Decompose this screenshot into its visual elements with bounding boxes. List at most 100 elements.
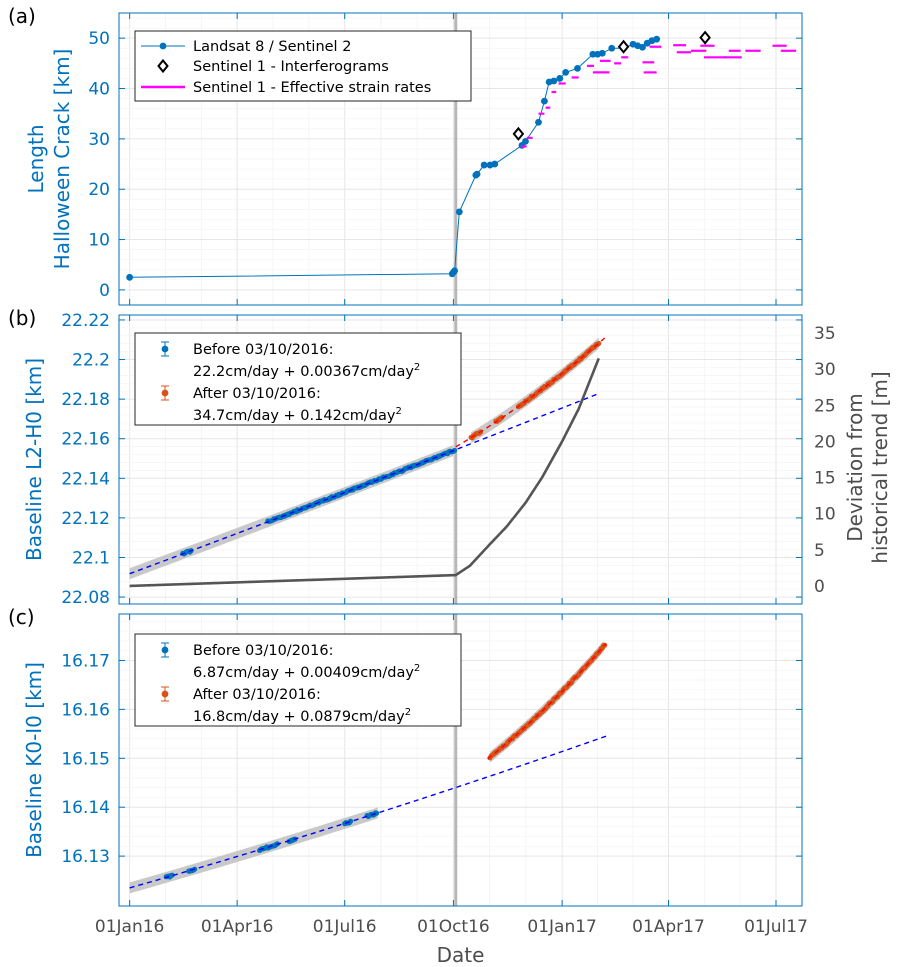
y2-tick-label: 20 bbox=[814, 432, 836, 452]
legend-swatch-point bbox=[161, 646, 169, 654]
data-point-landsat bbox=[480, 161, 488, 169]
y2-tick-label: 30 bbox=[814, 360, 836, 380]
x-tick-label: 01Jan16 bbox=[95, 917, 164, 937]
y-tick-label: 22.22 bbox=[61, 311, 110, 331]
legend-superscript: 2 bbox=[414, 663, 420, 674]
panel-label: (c) bbox=[8, 605, 35, 629]
y-tick-label: 22.08 bbox=[61, 588, 110, 608]
data-point-landsat bbox=[522, 137, 529, 145]
x-tick-label: 01Jan17 bbox=[527, 917, 596, 937]
legend-box bbox=[134, 633, 462, 727]
y-tick-label: 22.1 bbox=[72, 548, 110, 568]
y2-tick-label: 10 bbox=[814, 505, 836, 525]
legend-label-line1: After 03/10/2016: bbox=[193, 687, 321, 703]
legend-swatch-interferogram bbox=[157, 58, 169, 74]
y2-axis-label: Deviation fromhistorical trend [m] bbox=[843, 371, 892, 563]
x-tick-label: 01Apr17 bbox=[632, 917, 705, 937]
legend-box bbox=[134, 332, 462, 426]
y-tick-label: 20 bbox=[88, 180, 110, 200]
y-tick-label: 16.13 bbox=[61, 847, 110, 867]
y-tick-label: 0 bbox=[99, 281, 110, 301]
legend-swatch-point bbox=[161, 389, 169, 397]
y-axis-label-line: Length bbox=[24, 125, 48, 194]
legend-box bbox=[134, 30, 472, 102]
data-point-interferogram bbox=[617, 39, 630, 54]
legend-label-line1: Before 03/10/2016: bbox=[193, 342, 333, 358]
y-tick-label: 16.15 bbox=[61, 749, 110, 769]
data-point-landsat bbox=[608, 44, 616, 52]
data-point-before bbox=[451, 447, 458, 454]
x-tick-label: 01Oct16 bbox=[417, 917, 490, 937]
legend-label-line1: Before 03/10/2016: bbox=[193, 643, 333, 659]
fit-curve-before bbox=[129, 393, 598, 575]
data-point-landsat bbox=[639, 43, 646, 51]
legend-label-line2: 6.87cm/day + 0.00409cm/day2 bbox=[193, 663, 420, 681]
data-point-interferogram bbox=[512, 126, 525, 141]
y-tick-label: 16.14 bbox=[61, 798, 110, 818]
data-point-landsat bbox=[556, 75, 564, 82]
y-tick-label: 40 bbox=[88, 80, 110, 100]
y-tick-label: 22.12 bbox=[61, 509, 110, 529]
y-tick-label: 10 bbox=[88, 231, 110, 251]
x-tick-label: 01Jul16 bbox=[313, 917, 377, 937]
data-point-before bbox=[374, 810, 380, 816]
data-point-landsat bbox=[451, 267, 458, 275]
x-tick-label: 01Jul17 bbox=[744, 917, 808, 937]
fit-curve-after bbox=[455, 337, 606, 448]
legend-superscript: 2 bbox=[414, 362, 420, 373]
y-axis-label: Baseline K0-I0 [km] bbox=[22, 662, 46, 858]
y2-tick-label: 35 bbox=[814, 324, 836, 344]
y-tick-label: 22.16 bbox=[61, 430, 110, 450]
legend-label: Sentinel 1 - Interferograms bbox=[193, 59, 389, 75]
data-point-interferogram bbox=[699, 30, 711, 45]
fit-curve-after bbox=[487, 643, 607, 760]
data-point-before bbox=[348, 818, 354, 824]
y2-axis-label-line: historical trend [m] bbox=[868, 371, 892, 563]
axes-box bbox=[118, 613, 803, 907]
legend-swatch-point bbox=[161, 690, 169, 698]
y2-tick-label: 0 bbox=[814, 577, 825, 597]
data-point-landsat bbox=[574, 64, 581, 72]
y-tick-label: 22.2 bbox=[72, 351, 110, 371]
legend-swatch-point bbox=[161, 345, 169, 353]
legend-label: Landsat 8 / Sentinel 2 bbox=[193, 39, 351, 55]
panel-label: (a) bbox=[8, 4, 36, 28]
y-tick-label: 30 bbox=[88, 130, 110, 150]
legend-superscript: 2 bbox=[405, 707, 411, 718]
legend-label: Sentinel 1 - Effective strain rates bbox=[193, 80, 431, 96]
legend-label-line2: 16.8cm/day + 0.0879cm/day2 bbox=[193, 707, 411, 725]
y-axis-label-line: Halloween Crack [km] bbox=[50, 49, 74, 270]
y2-tick-label: 25 bbox=[814, 396, 836, 416]
x-axis-label: Date bbox=[437, 943, 485, 967]
y2-tick-label: 5 bbox=[814, 541, 825, 561]
y-axis-label: Length Halloween Crack [km] bbox=[24, 49, 74, 270]
data-point-before bbox=[169, 872, 175, 878]
data-point-landsat bbox=[562, 69, 570, 76]
data-point-landsat bbox=[589, 50, 597, 58]
axes-box bbox=[118, 314, 803, 605]
y2-axis-label-line: Deviation from bbox=[843, 393, 867, 542]
y-axis-label: Baseline L2-H0 [km] bbox=[22, 358, 46, 561]
data-point-landsat bbox=[473, 170, 481, 178]
fit-curve-before bbox=[129, 735, 608, 889]
y-tick-label: 22.18 bbox=[61, 390, 110, 410]
data-point-landsat bbox=[550, 77, 558, 85]
deviation-curve bbox=[129, 357, 600, 588]
y-tick-label: 16.17 bbox=[61, 651, 110, 671]
legend-label-line1: After 03/10/2016: bbox=[193, 386, 321, 402]
axes-box bbox=[118, 12, 803, 306]
data-point-landsat bbox=[455, 208, 463, 216]
y2-tick-label: 15 bbox=[814, 469, 836, 489]
legend-label-line2: 22.2cm/day + 0.00367cm/day2 bbox=[193, 362, 420, 380]
legend-superscript: 2 bbox=[395, 406, 401, 417]
legend-swatch-landsat-dot bbox=[159, 42, 167, 50]
y-tick-label: 22.14 bbox=[61, 469, 110, 489]
y-tick-label: 50 bbox=[88, 29, 110, 49]
panel-label: (b) bbox=[8, 306, 36, 330]
data-point-landsat bbox=[491, 160, 499, 168]
y-tick-label: 16.16 bbox=[61, 700, 110, 720]
data-point-landsat bbox=[540, 97, 548, 105]
data-point-landsat bbox=[126, 273, 134, 281]
x-tick-label: 01Apr16 bbox=[201, 917, 274, 937]
